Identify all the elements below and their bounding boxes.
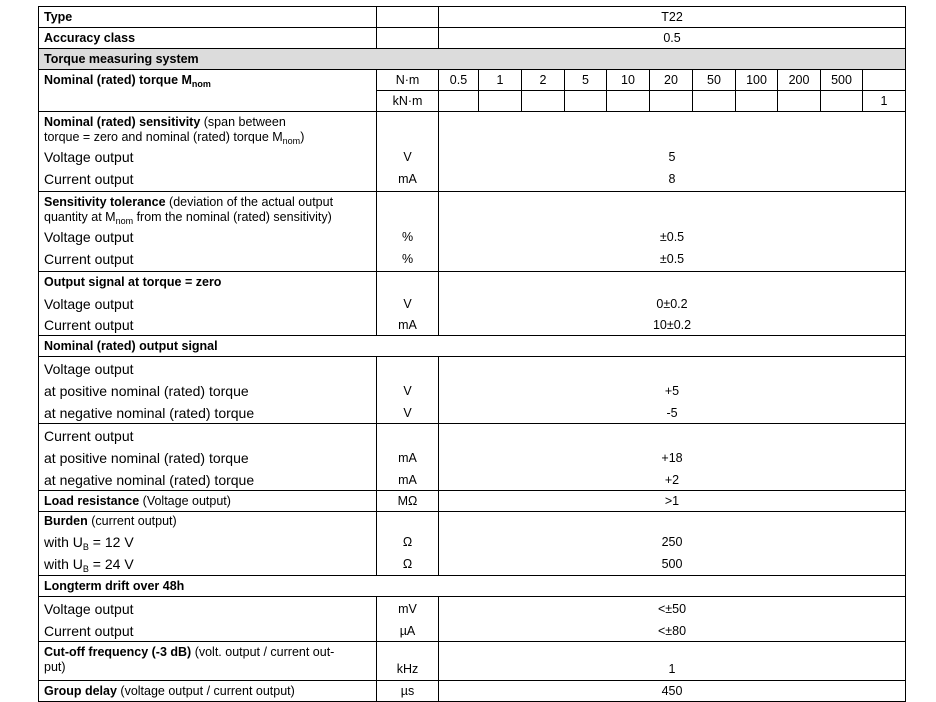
drift-block: Voltage output Current output mV µA <±50… (38, 596, 907, 642)
cutoff-label: Cut-off frequency (-3 dB) (volt. output … (38, 641, 377, 681)
torque-value: 1 (478, 69, 522, 91)
torque-value: 50 (692, 69, 736, 91)
burden-block: Burden (current output) with UB = 12 V w… (38, 511, 907, 576)
voltage-output-units: V V (376, 356, 439, 424)
load-resistance-value: >1 (437, 490, 907, 512)
torque-value (820, 90, 863, 112)
zero-signal-units: V mA (376, 271, 439, 336)
group-delay-label: Group delay (voltage output / current ou… (38, 680, 377, 702)
cutoff-value: 1 (437, 641, 907, 681)
current-output-labels: Current output at positive nominal (rate… (38, 423, 377, 491)
unit-knm: kN·m (376, 90, 439, 112)
sensitivity-units: V mA (376, 111, 439, 192)
torque-value (438, 90, 479, 112)
torque-value: 10 (606, 69, 650, 91)
load-resistance-unit: MΩ (376, 490, 439, 512)
accuracy-value: 0.5 (437, 27, 907, 49)
torque-value: 100 (735, 69, 778, 91)
nominal-torque-label: Nominal (rated) torque Mnom (38, 69, 377, 112)
cutoff-unit: kHz (376, 641, 439, 681)
torque-system-header: Torque measuring system (37, 48, 907, 70)
type-value: T22 (437, 6, 907, 28)
row-label: Current output (44, 171, 134, 187)
current-output-block: Current output at positive nominal (rate… (38, 423, 907, 491)
torque-value (606, 90, 650, 112)
specifications-table: Type T22 Accuracy class 0.5 Torque measu… (37, 6, 907, 702)
load-resistance-row: Load resistance (Voltage output) MΩ >1 (38, 490, 907, 512)
row-label: Voltage output (44, 149, 134, 165)
zero-signal-labels: Output signal at torque = zero Voltage o… (38, 271, 377, 336)
group-delay-unit: µs (376, 680, 439, 702)
row-label: Voltage output (44, 229, 134, 245)
load-resistance-label: Load resistance (Voltage output) (38, 490, 377, 512)
drift-labels: Voltage output Current output (38, 596, 377, 642)
torque-value (777, 90, 821, 112)
torque-value: 2 (521, 69, 565, 91)
torque-value: 0.5 (438, 69, 479, 91)
tolerance-labels: Sensitivity tolerance (deviation of the … (38, 191, 377, 272)
burden-labels: Burden (current output) with UB = 12 V w… (38, 511, 377, 576)
drift-values: <±50 <±80 (437, 596, 907, 642)
type-row: Type T22 (38, 6, 907, 28)
torque-value (478, 90, 522, 112)
torque-value: 500 (820, 69, 863, 91)
zero-signal-block: Output signal at torque = zero Voltage o… (38, 271, 907, 336)
section-header: Longterm drift over 48h (37, 575, 907, 597)
section-header: Nominal (rated) output signal (37, 335, 907, 357)
group-delay-row: Group delay (voltage output / current ou… (38, 680, 907, 702)
sensitivity-values: 5 8 (437, 111, 907, 192)
voltage-output-labels: Voltage output at positive nominal (rate… (38, 356, 377, 424)
torque-value (521, 90, 565, 112)
cutoff-row: Cut-off frequency (-3 dB) (volt. output … (38, 641, 907, 681)
nominal-torque-knm-row: kN·m 1 (39, 90, 907, 112)
sensitivity-labels: Nominal (rated) sensitivity (span betwee… (38, 111, 377, 192)
row-label: Current output (44, 251, 134, 267)
torque-value (649, 90, 693, 112)
torque-value (735, 90, 778, 112)
accuracy-unit (376, 27, 439, 49)
sensitivity-block: Nominal (rated) sensitivity (span betwee… (38, 111, 907, 192)
current-output-values: +18 +2 (437, 423, 907, 491)
burden-values: 250 500 (437, 511, 907, 576)
unit-nm: N·m (376, 69, 439, 91)
torque-value (564, 90, 607, 112)
tolerance-values: ±0.5 ±0.5 (437, 191, 907, 272)
type-unit (376, 6, 439, 28)
type-label: Type (38, 6, 377, 28)
torque-value: 20 (649, 69, 693, 91)
torque-value: 1 (861, 90, 907, 112)
accuracy-label: Accuracy class (38, 27, 377, 49)
nominal-torque-nm-row: Nominal (rated) torque Mnom N·m 0.5 1 2 … (38, 69, 907, 112)
nominal-output-header: Nominal (rated) output signal (37, 335, 907, 357)
voltage-output-values: +5 -5 (437, 356, 907, 424)
torque-value (692, 90, 736, 112)
tolerance-block: Sensitivity tolerance (deviation of the … (38, 191, 907, 272)
torque-value: 200 (777, 69, 821, 91)
voltage-output-block: Voltage output at positive nominal (rate… (38, 356, 907, 424)
accuracy-row: Accuracy class 0.5 (38, 27, 907, 49)
drift-header: Longterm drift over 48h (37, 575, 907, 597)
group-delay-value: 450 (437, 680, 907, 702)
tolerance-units: % % (376, 191, 439, 272)
drift-units: mV µA (376, 596, 439, 642)
burden-units: Ω Ω (376, 511, 439, 576)
torque-value: 5 (564, 69, 607, 91)
section-header: Torque measuring system (37, 48, 907, 70)
current-output-units: mA mA (376, 423, 439, 491)
torque-value (861, 69, 907, 91)
zero-signal-values: 0±0.2 10±0.2 (437, 271, 907, 336)
